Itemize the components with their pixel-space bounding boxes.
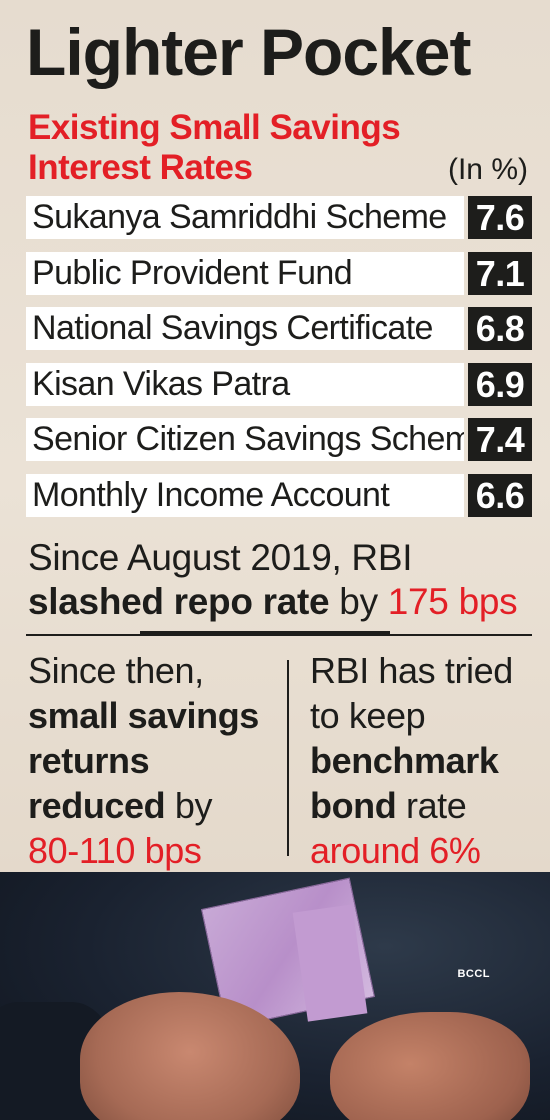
rate-row: Sukanya Samriddhi Scheme 7.6 — [26, 196, 532, 239]
left-connector: by — [165, 785, 213, 826]
divider-accent — [140, 631, 390, 636]
left-bold-2: returns — [28, 740, 150, 781]
rate-row: Kisan Vikas Patra 6.9 — [26, 362, 532, 406]
right-bold-1: benchmark — [310, 740, 499, 781]
section-subtitle: Existing Small Savings Interest Rates — [28, 108, 448, 188]
repo-bold-text: slashed repo rate — [28, 581, 330, 622]
rate-row: Public Provident Fund 7.1 — [26, 251, 532, 295]
left-line-1: Since then, — [28, 650, 204, 691]
repo-line-1: Since August 2019, RBI — [28, 537, 413, 578]
right-bold-2: bond — [310, 785, 397, 826]
bond-rate-note: RBI has tried to keep benchmark bond rat… — [310, 648, 542, 873]
left-bold-3: reduced — [28, 785, 166, 826]
infographic-panel: Lighter Pocket Existing Small Savings In… — [0, 0, 550, 872]
rates-table: Sukanya Samriddhi Scheme 7.6 Public Prov… — [26, 196, 532, 530]
savings-returns-note: Since then, small savings returns reduce… — [28, 648, 278, 873]
rate-value: 7.1 — [468, 251, 532, 295]
subtitle-line-1: Existing Small Savings — [28, 108, 401, 147]
left-line-4: reduced by — [28, 783, 278, 828]
banknotes-in-hands-photo: BCCL — [0, 872, 550, 1120]
rate-row: Senior Citizen Savings Scheme 7.4 — [26, 418, 532, 462]
scheme-name: National Savings Certificate — [26, 307, 464, 351]
repo-rate-statement: Since August 2019, RBI slashed repo rate… — [28, 536, 538, 624]
rate-value: 7.4 — [468, 418, 532, 462]
right-value: around 6% — [310, 830, 481, 871]
right-hand — [330, 1012, 530, 1120]
rate-value: 6.6 — [468, 473, 532, 517]
repo-connector: by — [329, 581, 388, 622]
scheme-name: Monthly Income Account — [26, 473, 464, 517]
infographic-title: Lighter Pocket — [26, 15, 471, 89]
scheme-name: Sukanya Samriddhi Scheme — [26, 196, 464, 239]
right-line-2: to keep — [310, 695, 426, 736]
repo-value: 175 bps — [387, 581, 518, 622]
rate-value: 7.6 — [468, 196, 532, 239]
rate-row: National Savings Certificate 6.8 — [26, 307, 532, 351]
left-value: 80-110 bps — [28, 830, 202, 871]
left-line-3: returns — [28, 738, 278, 783]
subtitle-line-2: Interest Rates — [28, 148, 253, 187]
repo-line-2: slashed repo rate by 175 bps — [28, 580, 538, 624]
rate-value: 6.9 — [468, 362, 532, 406]
rate-row: Monthly Income Account 6.6 — [26, 473, 532, 517]
right-connector: rate — [396, 785, 467, 826]
left-bold-1: small savings — [28, 695, 259, 736]
right-line-4: bond rate — [310, 783, 542, 828]
left-line-2: small savings — [28, 693, 278, 738]
photo-credit: BCCL — [457, 968, 490, 980]
column-separator — [287, 660, 289, 856]
scheme-name: Senior Citizen Savings Scheme — [26, 418, 464, 462]
scheme-name: Kisan Vikas Patra — [26, 362, 464, 406]
right-line-1: RBI has tried — [310, 650, 513, 691]
right-line-3: benchmark — [310, 738, 542, 783]
rate-value: 6.8 — [468, 307, 532, 351]
scheme-name: Public Provident Fund — [26, 251, 464, 295]
unit-label: (In %) — [447, 153, 528, 186]
